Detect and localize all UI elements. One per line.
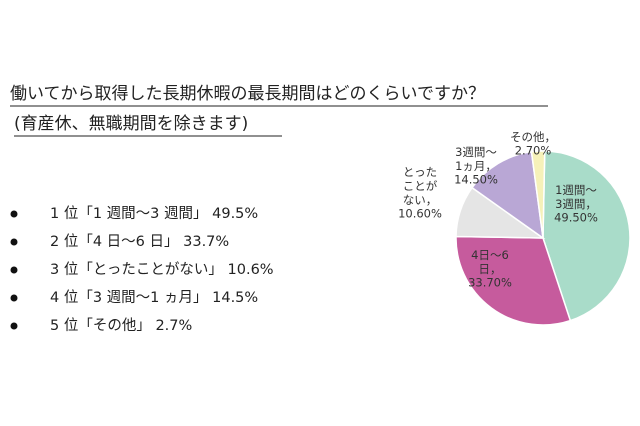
list-item: 1 位「1 週間〜3 週間」 49.5% bbox=[50, 205, 258, 222]
slice-category-line: 1週間〜 bbox=[555, 183, 597, 197]
subtitle: (育産休、無職期間を除きます) bbox=[14, 114, 248, 134]
slice-value-label: 2.70% bbox=[515, 144, 552, 158]
slice-value-label: 14.50% bbox=[454, 173, 498, 187]
list-item: 4 位「3 週間〜1 ヵ月」 14.5% bbox=[50, 289, 258, 306]
slice-label: とったことがない，10.60% bbox=[398, 165, 442, 221]
pie-slice bbox=[455, 235, 572, 326]
bullet bbox=[10, 266, 18, 274]
slice-value-label: 33.70% bbox=[468, 276, 512, 290]
slice-value-label: 49.50% bbox=[554, 211, 598, 225]
slice-category-line: 日， bbox=[479, 262, 502, 276]
bullet bbox=[10, 238, 18, 246]
slice-value-label: 10.60% bbox=[398, 207, 442, 221]
pie-slice bbox=[542, 150, 631, 322]
slice-category-line: 4日〜6 bbox=[471, 248, 509, 262]
bullet bbox=[10, 322, 18, 330]
slice-category: とったことがない， bbox=[403, 165, 438, 207]
slice-category-line: その他， bbox=[510, 130, 556, 144]
slice-category-line: 1ヵ月， bbox=[455, 159, 497, 173]
bullet bbox=[10, 210, 18, 218]
list-item: 5 位「その他」 2.7% bbox=[50, 317, 192, 334]
slice-category-line: とった bbox=[403, 165, 437, 179]
slice-category: 4日〜6 日， bbox=[471, 248, 509, 276]
slice-category: 1週間〜 3週間， bbox=[555, 183, 597, 211]
slice-category: その他， bbox=[510, 130, 556, 144]
pie-slice bbox=[471, 150, 544, 240]
slice-category: 3週間〜 1ヵ月， bbox=[455, 145, 497, 173]
slice-label: 1週間〜 3週間，49.50% bbox=[554, 183, 598, 225]
pie-slice bbox=[530, 150, 546, 239]
slice-label: 4日〜6 日，33.70% bbox=[468, 248, 512, 290]
list-item: 2 位「4 日〜6 日」 33.7% bbox=[50, 233, 229, 250]
slice-label: 3週間〜 1ヵ月，14.50% bbox=[454, 145, 498, 187]
slice-category-line: 3週間， bbox=[555, 197, 597, 211]
slice-label: その他，2.70% bbox=[510, 130, 556, 158]
slice-category-line: 3週間〜 bbox=[455, 145, 497, 159]
bullet bbox=[10, 294, 18, 302]
list-item: 3 位「とったことがない」 10.6% bbox=[50, 261, 274, 278]
title: 働いてから取得した長期休暇の最長期間はどのくらいですか？ bbox=[10, 84, 485, 104]
slice-category-line: ことが bbox=[403, 179, 438, 193]
slice-category-line: ない， bbox=[403, 193, 438, 207]
